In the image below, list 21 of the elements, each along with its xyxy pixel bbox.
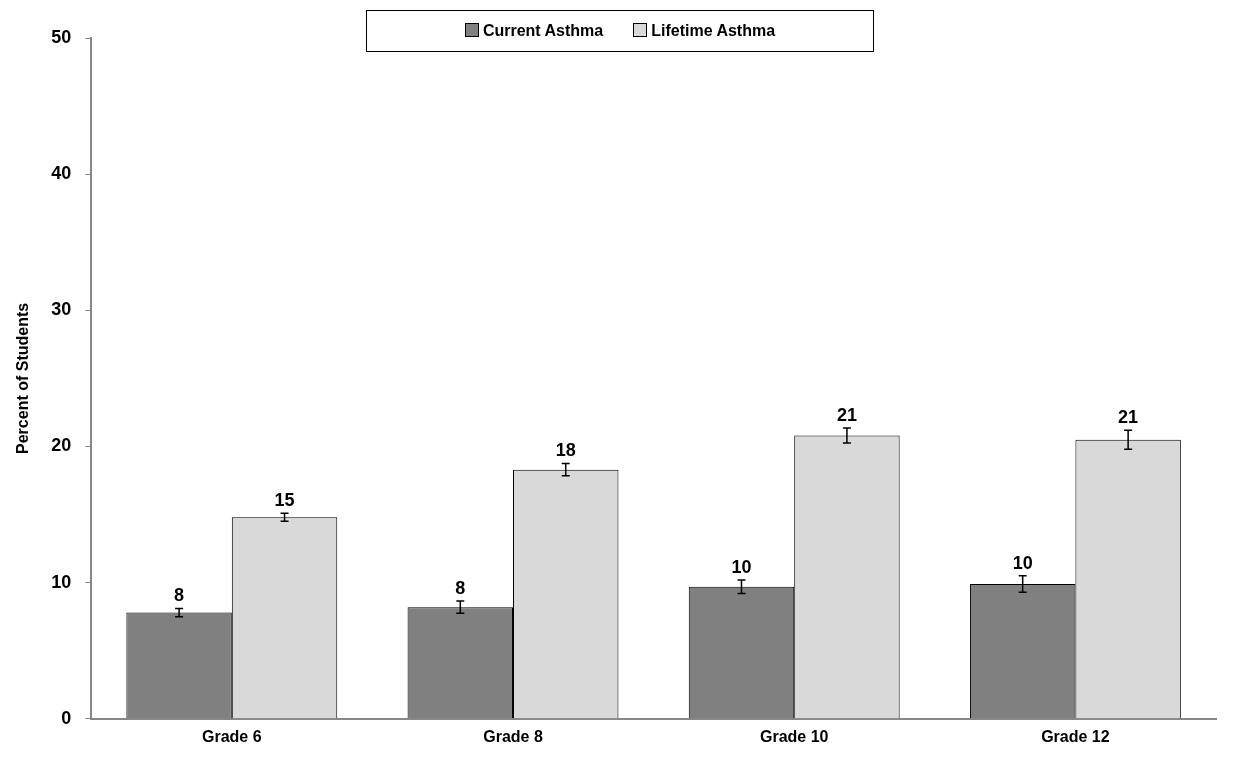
y-tick-label: 40 [51,163,72,184]
x-tick-label: Grade 8 [483,727,543,745]
y-tick-label: 30 [51,299,72,320]
data-label: 21 [836,405,857,426]
x-tick-label: Grade 6 [202,727,262,745]
data-label: 15 [274,490,295,511]
y-tick-label: 10 [51,571,72,592]
legend-label: Current Asthma [481,22,604,40]
x-tick-label: Grade 12 [1041,727,1110,745]
data-label: 21 [1118,407,1139,428]
y-axis-title: Percent of Students [14,302,32,454]
data-label: 18 [555,440,576,461]
data-label: 8 [455,577,466,598]
legend-label: Lifetime Asthma [650,22,776,40]
data-label: 10 [731,556,752,577]
data-label: 10 [1012,552,1033,573]
data-label: 8 [174,585,185,606]
y-tick-label: 0 [61,707,72,728]
y-tick-label: 20 [51,435,72,456]
y-tick-label: 50 [51,26,72,47]
x-tick-label: Grade 10 [759,727,829,745]
